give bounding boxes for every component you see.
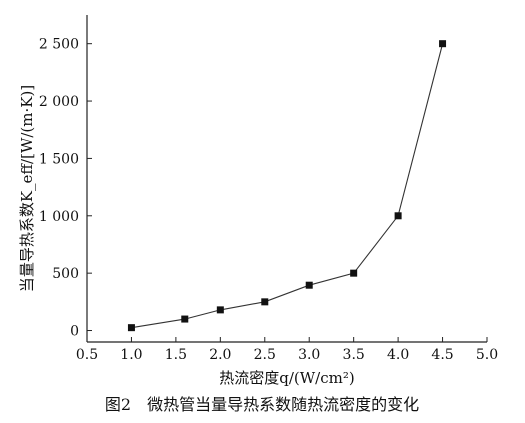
y-tick-label: 1 000	[39, 209, 79, 225]
x-tick-label: 0.5	[76, 347, 98, 363]
x-tick-label: 2.5	[254, 347, 276, 363]
y-tick-label: 2 500	[39, 37, 79, 53]
x-axis-label: 热流密度q/(W/cm²)	[219, 369, 354, 387]
data-point	[261, 298, 269, 306]
y-tick-label: 0	[70, 324, 79, 340]
x-tick-label: 5.0	[476, 347, 498, 363]
x-tick-label: 1.0	[120, 347, 142, 363]
data-point	[394, 212, 402, 220]
data-point	[127, 324, 135, 332]
y-tick-label: 1 500	[39, 151, 79, 167]
ticks: 0.5 1.0 1.5 2.0 2.5 3.0 3.5 4.0 4.5 5.0 0 500 1 000 1…	[39, 37, 498, 363]
labels: 当量导热系数K_eff/[W/(m·K)] 热流密度q/(W/cm²) 图2 微…	[18, 85, 419, 414]
x-tick-label: 4.0	[387, 347, 409, 363]
y-axis-label: 当量导热系数K_eff/[W/(m·K)]	[18, 85, 36, 292]
x-tick-label: 1.5	[165, 347, 187, 363]
y-tick-label: 2 000	[39, 94, 79, 110]
axes	[86, 15, 487, 343]
data-point	[350, 269, 358, 277]
x-tick-label: 3.0	[298, 347, 320, 363]
x-tick-label: 2.0	[209, 347, 231, 363]
series	[127, 40, 447, 332]
data-point	[181, 315, 189, 323]
y-tick-label: 500	[52, 266, 79, 282]
data-point	[305, 281, 313, 289]
series-line	[131, 43, 444, 329]
x-tick-label: 4.5	[431, 347, 453, 363]
data-point	[439, 40, 447, 48]
figure-caption: 图2 微热管当量导热系数随热流密度的变化	[105, 395, 419, 414]
data-point	[216, 306, 224, 314]
x-tick-label: 3.5	[343, 347, 365, 363]
